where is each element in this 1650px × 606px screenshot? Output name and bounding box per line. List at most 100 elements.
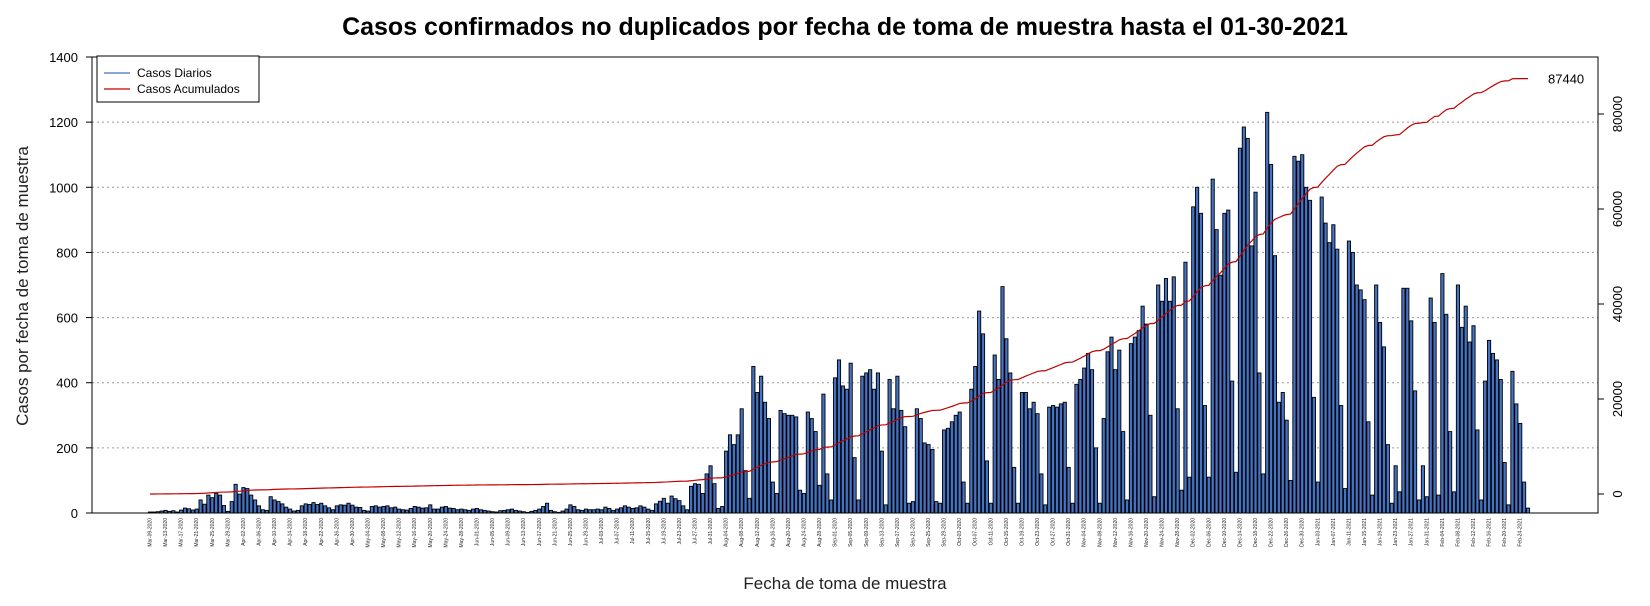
- bar: [918, 418, 923, 514]
- bar: [319, 502, 324, 514]
- bar: [638, 505, 643, 514]
- bar: [354, 506, 359, 514]
- x-tick-label: Dec-18-2020: [1253, 518, 1259, 547]
- bar: [572, 506, 577, 514]
- x-tick-label: Jul-07-2020: [615, 518, 621, 545]
- y-axis-left: 0 200 400 600 800 1000 1200 1400: [49, 50, 92, 521]
- bar: [451, 507, 456, 514]
- bar: [1249, 245, 1254, 514]
- bar: [1175, 408, 1180, 514]
- bar: [1004, 338, 1009, 514]
- y-axis-right: 0 20000 40000 60000 80000: [1598, 96, 1625, 498]
- bar: [1436, 494, 1441, 514]
- bar: [583, 508, 589, 514]
- bar: [412, 506, 417, 514]
- x-tick-label: Oct-27-2020: [1051, 518, 1057, 546]
- x-tick-label: Sep-21-2020: [910, 518, 916, 547]
- x-tick-label: Jan-31-2021: [1424, 518, 1430, 546]
- bar: [720, 506, 725, 514]
- bar: [782, 413, 787, 514]
- bar: [1448, 431, 1453, 514]
- bar: [809, 418, 814, 514]
- x-tick-label: Jun-05-2020: [490, 518, 496, 546]
- bar: [871, 388, 877, 514]
- bar: [342, 504, 347, 514]
- x-tick-label: Jul-11-2020: [630, 518, 636, 544]
- x-tick-label: Jul-27-2020: [692, 518, 698, 545]
- bar: [1117, 349, 1122, 514]
- x-tick-label: May-24-2020: [443, 518, 449, 548]
- x-tick-label: May-20-2020: [428, 518, 434, 548]
- x-tick-label: Apr-18-2020: [303, 518, 309, 546]
- plot-frame: [91, 56, 1599, 514]
- bar: [1058, 403, 1063, 514]
- bar: [541, 506, 546, 514]
- bar: [1444, 313, 1449, 514]
- y-tick-label: 1000: [49, 180, 78, 195]
- bar: [1132, 336, 1137, 514]
- x-tick-label: Apr-26-2020: [334, 518, 340, 546]
- bar: [1335, 248, 1340, 514]
- x-tick-label: Jan-19-2021: [1378, 518, 1384, 546]
- bar: [852, 457, 857, 514]
- x-tick-label: Mar-13-2020: [163, 518, 169, 547]
- x-tick-label: Feb-24-2021: [1518, 518, 1524, 547]
- bar: [930, 449, 935, 514]
- bar: [778, 409, 783, 514]
- bar: [673, 498, 678, 514]
- bar: [1051, 405, 1056, 514]
- x-tick-label: Oct-19-2020: [1019, 518, 1025, 546]
- bar: [1350, 251, 1355, 514]
- bar: [1125, 499, 1130, 514]
- x-tick-label: Oct-31-2020: [1066, 518, 1072, 546]
- cumulative-final-label: 87440: [1548, 72, 1584, 87]
- bar: [984, 460, 989, 514]
- bar: [288, 508, 293, 514]
- x-tick-label: Jul-15-2020: [646, 518, 652, 545]
- y-tick-label: 1400: [49, 50, 78, 65]
- bar: [864, 372, 869, 514]
- bar: [1113, 369, 1118, 514]
- y-tick-label: 600: [56, 311, 78, 326]
- bar: [1047, 406, 1052, 514]
- x-tick-label: Oct-23-2020: [1035, 518, 1041, 546]
- bar: [712, 483, 717, 514]
- x-tick-label: May-08-2020: [381, 518, 387, 548]
- bar: [1331, 224, 1336, 514]
- cumulative-series-line: [149, 78, 1528, 495]
- bar: [938, 502, 943, 514]
- bar: [755, 392, 760, 514]
- bar: [840, 385, 845, 514]
- bar: [303, 503, 308, 514]
- bar: [1023, 392, 1028, 514]
- bar: [1479, 499, 1484, 514]
- bar: [1074, 383, 1079, 514]
- bar: [1401, 287, 1406, 514]
- bar: [1498, 379, 1503, 514]
- bar: [1265, 111, 1270, 514]
- bar: [1506, 504, 1511, 514]
- x-tick-label: Jun-25-2020: [568, 518, 574, 546]
- bar: [214, 492, 219, 514]
- x-tick-label: Jan-03-2021: [1315, 518, 1321, 546]
- bar: [739, 408, 744, 514]
- bar: [657, 500, 662, 514]
- bar: [969, 388, 974, 514]
- bar: [1136, 330, 1141, 514]
- bar: [1230, 380, 1235, 514]
- x-tick-label: Apr-30-2020: [350, 518, 356, 546]
- bar: [665, 502, 670, 514]
- bar: [471, 508, 476, 514]
- bar: [276, 501, 281, 514]
- bar: [1019, 392, 1024, 514]
- bar: [825, 473, 830, 514]
- bar: [416, 506, 421, 514]
- bar: [860, 375, 865, 514]
- bar: [1467, 341, 1472, 514]
- bar: [1315, 481, 1320, 514]
- bar: [1195, 186, 1200, 514]
- bar: [1518, 422, 1523, 514]
- bar: [1300, 154, 1305, 514]
- bar: [1362, 299, 1367, 514]
- bar: [844, 388, 849, 514]
